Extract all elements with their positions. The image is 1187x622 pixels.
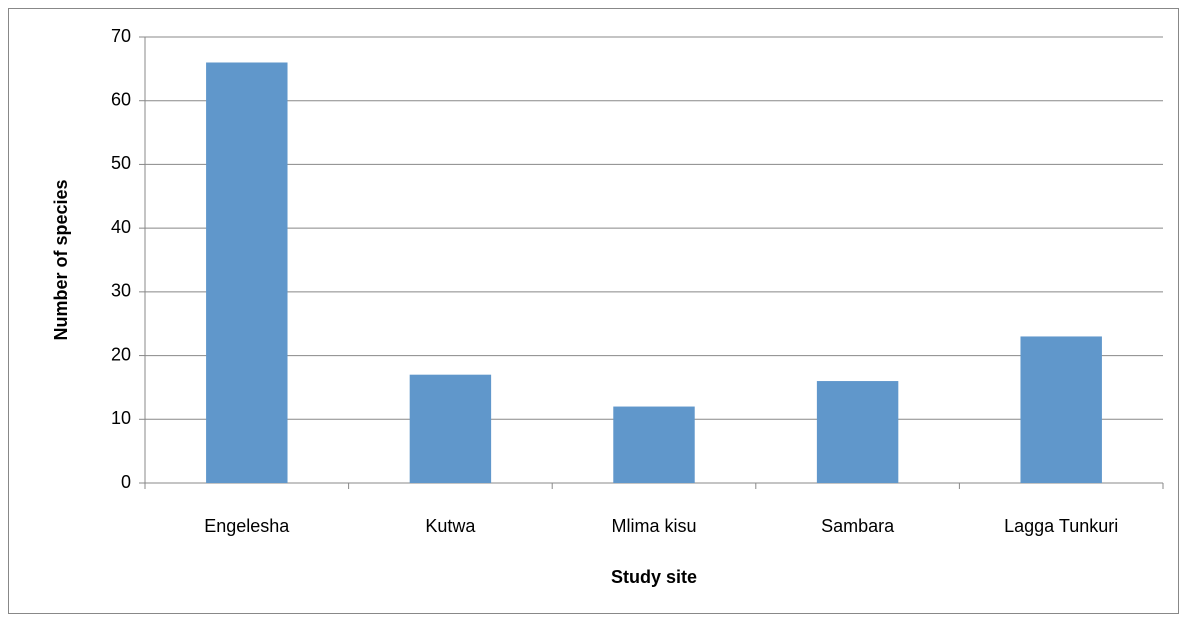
- x-tick-label: Lagga Tunkuri: [1004, 516, 1118, 536]
- bar: [816, 381, 899, 483]
- y-tick-label: 20: [111, 344, 131, 364]
- y-tick-label: 30: [111, 281, 131, 301]
- x-axis-title: Study site: [611, 567, 697, 587]
- y-tick-label: 40: [111, 217, 131, 237]
- bar: [206, 62, 288, 483]
- y-tick-label: 0: [121, 472, 131, 492]
- y-tick-label: 60: [111, 89, 131, 109]
- y-axis-title: Number of species: [51, 179, 71, 340]
- x-tick-label: Kutwa: [425, 516, 476, 536]
- bar: [613, 406, 695, 483]
- bar: [1020, 336, 1102, 483]
- x-tick-label: Engelesha: [204, 516, 290, 536]
- x-tick-label: Mlima kisu: [611, 516, 696, 536]
- chart-border: [8, 8, 1179, 614]
- y-tick-label: 50: [111, 153, 131, 173]
- x-tick-label: Sambara: [821, 516, 895, 536]
- y-tick-label: 10: [111, 408, 131, 428]
- y-tick-label: 70: [111, 26, 131, 46]
- bar: [409, 374, 492, 483]
